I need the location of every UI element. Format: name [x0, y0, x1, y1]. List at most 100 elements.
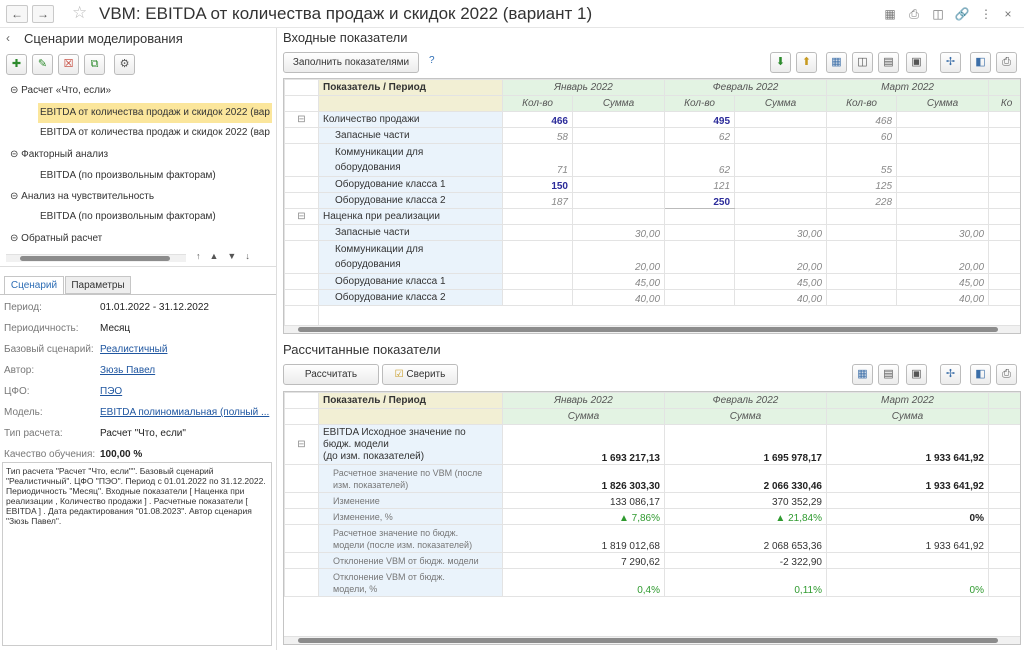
value-cell[interactable]: 1 933 641,92	[826, 464, 989, 493]
help-icon[interactable]: ?	[429, 55, 435, 66]
value-cell[interactable]: 0,4%	[502, 568, 665, 597]
value-cell[interactable]: 466	[502, 111, 573, 128]
calc-fit-icon[interactable]: ✢	[940, 364, 961, 385]
group-toggle-icon[interactable]: ⊟	[284, 424, 319, 465]
print-icon[interactable]: ⎙	[909, 7, 919, 21]
value-cell[interactable]	[502, 224, 573, 241]
splitter[interactable]	[276, 28, 277, 650]
grid-icon[interactable]: ▣	[906, 52, 927, 73]
value-cell[interactable]	[826, 273, 898, 290]
value-cell[interactable]: 40,00	[571, 289, 666, 306]
tree-item[interactable]: EBITDA (по произвольным факторам)	[40, 170, 216, 181]
tree-move-arrows[interactable]: ↑▲▼↓	[196, 251, 259, 261]
value-cell[interactable]: 55	[826, 143, 898, 177]
calc-scroll-thumb[interactable]	[298, 638, 998, 643]
value-cell[interactable]	[571, 127, 666, 144]
value-cell[interactable]: 250	[664, 192, 736, 209]
tree-item[interactable]: EBITDA от количества продаж и скидок 202…	[40, 127, 270, 138]
value-cell[interactable]: 468	[826, 111, 898, 128]
value-cell[interactable]: 150	[502, 176, 573, 193]
fill-indicators-button[interactable]: Заполнить показателями	[283, 52, 419, 73]
tree-group-reverse[interactable]: ⊝ Обратный расчет	[10, 233, 103, 244]
value-cell[interactable]: 20,00	[734, 240, 828, 274]
value-cell[interactable]	[734, 176, 828, 193]
value-cell[interactable]: -2 322,90	[664, 552, 827, 569]
calc-preview-icon[interactable]: ◧	[970, 364, 991, 385]
group-toggle-icon[interactable]: ⊟	[284, 111, 319, 128]
value-cell[interactable]: 20,00	[896, 240, 990, 274]
tree-scroll-thumb[interactable]	[20, 256, 170, 261]
value-cell[interactable]	[826, 240, 898, 274]
value-cell[interactable]: 133 086,17	[502, 492, 665, 509]
save-calc-icon[interactable]: ▦	[852, 364, 873, 385]
value-cell[interactable]	[896, 143, 990, 177]
value-cell[interactable]: 0%	[826, 568, 989, 597]
columns-icon[interactable]: ◫	[852, 52, 873, 73]
calculate-button[interactable]: Рассчитать	[283, 364, 379, 385]
value-cell[interactable]	[571, 176, 666, 193]
value-cell[interactable]	[826, 552, 989, 569]
value-cell[interactable]: 40,00	[896, 289, 990, 306]
value-cell[interactable]	[896, 127, 990, 144]
copy-scenario-icon[interactable]: ⧉	[84, 54, 105, 75]
edit-scenario-icon[interactable]: ✎	[32, 54, 53, 75]
value-cell[interactable]	[502, 208, 573, 225]
value-cell[interactable]	[734, 192, 828, 209]
value-cell[interactable]	[826, 224, 898, 241]
value-cell[interactable]: ▲ 21,84%	[664, 508, 827, 525]
value-cell[interactable]: 121	[664, 176, 736, 193]
value-cell[interactable]	[571, 192, 666, 209]
value-cell[interactable]: 45,00	[734, 273, 828, 290]
value-cell[interactable]	[502, 289, 573, 306]
calc-print-icon[interactable]: ⎙	[996, 364, 1017, 385]
tree-item[interactable]: EBITDA (по произвольным факторам)	[40, 211, 216, 222]
value-cell[interactable]	[502, 273, 573, 290]
value-cell[interactable]: 1 933 641,92	[826, 424, 989, 465]
value-cell[interactable]: 1 826 303,30	[502, 464, 665, 493]
value-cell[interactable]: 45,00	[571, 273, 666, 290]
group-toggle-icon[interactable]: ⊟	[284, 208, 319, 225]
tree-scrollbar[interactable]	[6, 254, 186, 262]
save-table-icon[interactable]: ▦	[826, 52, 847, 73]
value-cell[interactable]	[896, 111, 990, 128]
preview-icon[interactable]: ◫	[932, 7, 944, 21]
value-cell[interactable]: 1 695 978,17	[664, 424, 827, 465]
value-cell[interactable]: 62	[664, 127, 736, 144]
check-button[interactable]: ☑ Сверить	[382, 364, 458, 385]
import-excel-icon[interactable]: ⬇	[770, 52, 791, 73]
author-link[interactable]: Зюзь Павел	[100, 365, 156, 376]
value-cell[interactable]	[571, 143, 666, 177]
tree-group-sensitivity[interactable]: ⊝ Анализ на чувствительность	[10, 191, 155, 202]
value-cell[interactable]	[896, 192, 990, 209]
favorite-star-icon[interactable]: ☆	[72, 3, 88, 22]
tree-group-whatif[interactable]: ⊝ Расчет «Что, если»	[10, 85, 112, 96]
value-cell[interactable]: 495	[664, 111, 736, 128]
print-table-icon[interactable]: ⎙	[996, 52, 1017, 73]
value-cell[interactable]	[896, 176, 990, 193]
delete-scenario-icon[interactable]: ☒	[58, 54, 79, 75]
cfo-link[interactable]: ПЭО	[100, 386, 123, 397]
value-cell[interactable]	[734, 208, 828, 225]
value-cell[interactable]	[664, 273, 736, 290]
value-cell[interactable]: 60	[826, 127, 898, 144]
value-cell[interactable]	[664, 224, 736, 241]
value-cell[interactable]: 30,00	[896, 224, 990, 241]
value-cell[interactable]: 1 819 012,68	[502, 524, 665, 553]
calc-settings-icon[interactable]: ▤	[878, 364, 899, 385]
value-cell[interactable]: 2 068 653,36	[664, 524, 827, 553]
input-table-scrollbar[interactable]	[284, 325, 1020, 333]
value-cell[interactable]	[896, 208, 990, 225]
tab-scenario[interactable]: Сценарий	[4, 276, 64, 294]
value-cell[interactable]: 187	[502, 192, 573, 209]
input-scroll-thumb[interactable]	[298, 327, 998, 332]
add-scenario-icon[interactable]: ✚	[6, 54, 27, 75]
value-cell[interactable]	[571, 208, 666, 225]
value-cell[interactable]: 62	[664, 143, 736, 177]
value-cell[interactable]	[664, 289, 736, 306]
value-cell[interactable]: 125	[826, 176, 898, 193]
tree-group-factor[interactable]: ⊝ Факторный анализ	[10, 149, 109, 160]
back-button[interactable]: ←	[6, 5, 28, 23]
value-cell[interactable]: 370 352,29	[664, 492, 827, 509]
value-cell[interactable]	[664, 208, 736, 225]
value-cell[interactable]	[826, 492, 989, 509]
